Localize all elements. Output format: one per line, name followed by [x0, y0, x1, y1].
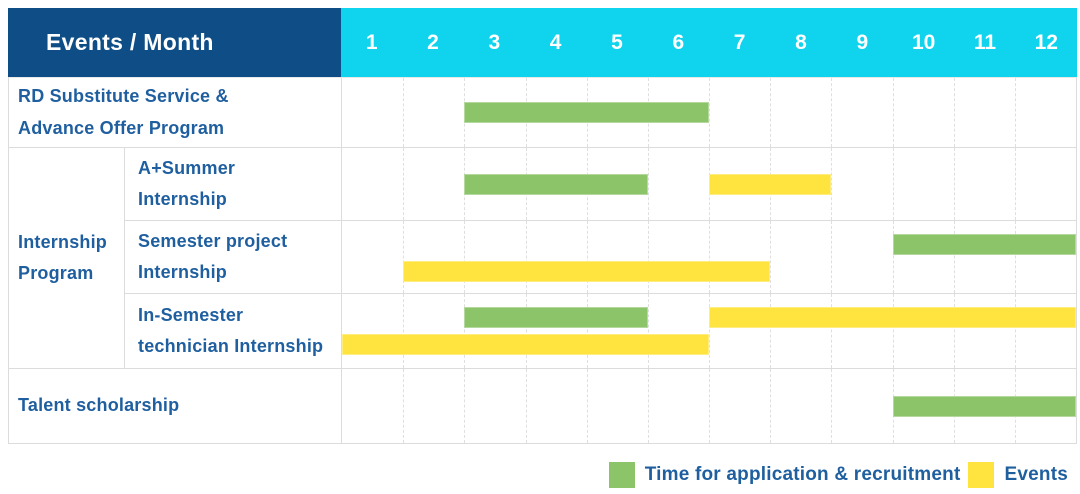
schedule-rows: RD Substitute Service & Advance Offer Pr…	[8, 77, 1077, 444]
recruitment-bar	[464, 307, 648, 328]
month-header-10: 10	[911, 30, 936, 54]
month-gridline	[403, 294, 405, 368]
legend-item: Events	[968, 462, 1068, 488]
month-gridline	[586, 369, 588, 443]
month-gridline	[464, 369, 466, 443]
month-header-2: 2	[427, 30, 439, 54]
month-header-7: 7	[733, 30, 746, 54]
month-gridline	[1014, 78, 1016, 147]
month-gridline	[831, 369, 833, 443]
month-header-4: 4	[549, 30, 562, 54]
month-header-9: 9	[856, 30, 869, 54]
events-month-header: Events / Month	[8, 8, 341, 77]
month-gridline	[953, 78, 955, 147]
subrow-label: In-Semester technician Internship	[125, 294, 342, 368]
gantt-chart-cell	[342, 148, 1076, 220]
month-gridline	[464, 294, 466, 368]
month-gridline	[770, 78, 772, 147]
schedule-row: RD Substitute Service & Advance Offer Pr…	[9, 78, 1076, 148]
month-gridline	[770, 294, 772, 368]
month-gridline	[403, 78, 405, 147]
legend-label: Time for application & recruitment	[644, 464, 961, 485]
group-label: Internship Program	[9, 148, 125, 368]
month-gridline	[1014, 294, 1016, 368]
month-gridline	[647, 369, 649, 443]
legend: Time for application & recruitment Events	[8, 462, 1077, 488]
month-gridline	[831, 221, 833, 293]
recruitment-bar	[464, 102, 709, 123]
gantt-chart-cell	[342, 221, 1076, 293]
month-gridline	[464, 221, 466, 293]
month-gridline	[953, 148, 955, 220]
month-gridline	[647, 221, 649, 293]
month-gridline	[709, 369, 710, 443]
month-gridline	[709, 78, 710, 147]
subrow-label: Semester project Internship	[125, 221, 342, 293]
month-gridline	[831, 294, 833, 368]
month-header-5: 5	[611, 30, 623, 54]
month-gridline	[586, 221, 588, 293]
month-gridline	[709, 221, 710, 293]
recruitment-bar	[892, 395, 1076, 417]
legend-swatch-yellow	[968, 462, 995, 488]
month-gridline	[525, 369, 527, 443]
recruitment-bar	[892, 234, 1076, 255]
schedule-subrow: Semester project Internship	[125, 221, 1076, 294]
month-gridline	[403, 148, 405, 220]
month-gridline	[953, 294, 955, 368]
gantt-chart-cell	[342, 294, 1076, 368]
subrow-label: A+Summer Internship	[125, 148, 342, 220]
month-header-6: 6	[672, 30, 685, 54]
month-gridline	[953, 221, 955, 293]
recruitment-bar	[464, 173, 648, 195]
month-header-3: 3	[488, 30, 501, 54]
gantt-chart-cell	[342, 78, 1076, 147]
month-gridline	[892, 221, 894, 293]
schedule-table: Events / Month 1 2 3 4 5 6 7 8 9 10 11 12 RD Substi…	[8, 8, 1077, 444]
month-gridline	[586, 294, 588, 368]
month-header-8: 8	[795, 30, 807, 54]
month-gridline	[525, 294, 527, 368]
month-header-1: 1	[365, 30, 378, 54]
schedule-row: Talent scholarship	[9, 369, 1076, 443]
month-header-row: 1 2 3 4 5 6 7 8 9 10 11 12	[341, 8, 1077, 77]
month-gridline	[1014, 148, 1016, 220]
events-bar	[342, 334, 709, 355]
month-gridline	[647, 148, 649, 220]
month-gridline	[892, 294, 894, 368]
table-header-row: Events / Month 1 2 3 4 5 6 7 8 9 10 11 12	[8, 8, 1077, 77]
month-header-11: 11	[973, 30, 997, 54]
schedule-subrow: In-Semester technician Internship	[125, 294, 1076, 368]
month-gridline	[831, 78, 833, 147]
month-gridline	[831, 148, 833, 220]
events-bar	[709, 307, 1076, 328]
month-gridline	[1014, 221, 1016, 293]
row-label: Talent scholarship	[9, 369, 342, 443]
month-header-12: 12	[1034, 30, 1058, 54]
events-bar	[709, 173, 832, 195]
schedule-group-row: Internship Program A+Summer Internship Sem…	[9, 148, 1076, 369]
schedule-subrow: A+Summer Internship	[125, 148, 1076, 221]
legend-item: Time for application & recruitment	[608, 462, 961, 488]
month-gridline	[770, 221, 772, 293]
month-gridline	[647, 294, 649, 368]
gantt-chart-cell	[342, 369, 1076, 443]
group-subrows: A+Summer Internship Semester project Inte…	[125, 148, 1076, 368]
month-gridline	[770, 369, 772, 443]
month-gridline	[709, 294, 710, 368]
row-label: RD Substitute Service & Advance Offer Pr…	[9, 78, 342, 147]
events-bar	[403, 261, 771, 282]
legend-label: Events	[1004, 464, 1068, 485]
month-gridline	[525, 221, 527, 293]
legend-swatch-green	[608, 462, 635, 488]
month-gridline	[892, 148, 894, 220]
month-gridline	[403, 369, 405, 443]
month-gridline	[892, 78, 894, 147]
month-gridline	[403, 221, 405, 293]
